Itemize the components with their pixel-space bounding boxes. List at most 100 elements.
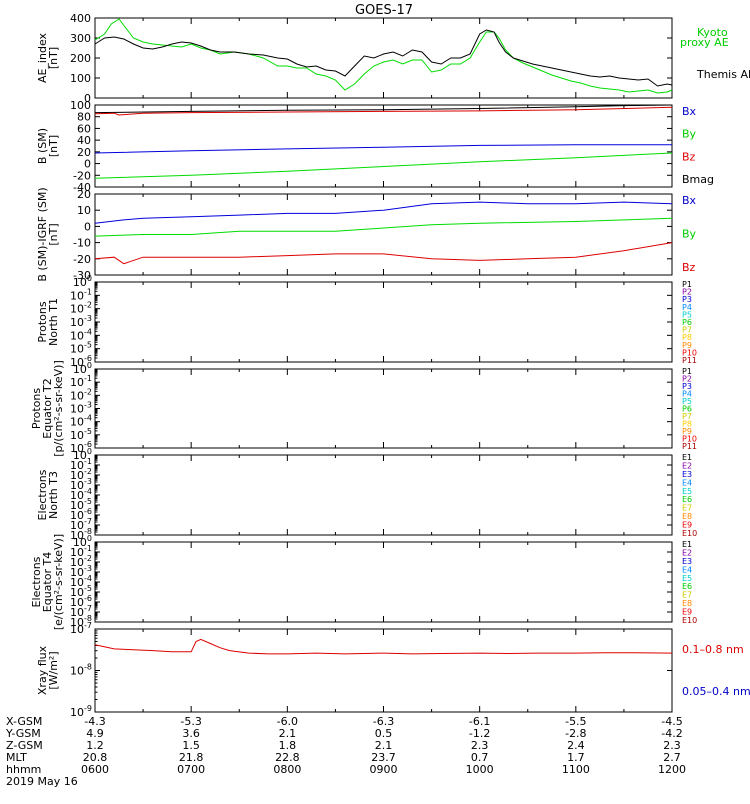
y-axis-title: B (SM)[nT] bbox=[36, 128, 60, 164]
legend-item: proxy AE bbox=[680, 36, 729, 49]
legend-item: 0.1–0.8 nm bbox=[682, 643, 744, 656]
x-axis-row-value: -4.5 bbox=[661, 715, 682, 728]
legend-item: E4 bbox=[682, 478, 692, 487]
y-tick-label: 10-4 bbox=[70, 414, 92, 429]
y-tick-label: 10-2 bbox=[70, 387, 92, 402]
y-label-line: North T1 bbox=[47, 298, 60, 346]
legend-item: E1 bbox=[682, 540, 692, 549]
y-axis-title: Xray flux[W/m²] bbox=[36, 645, 60, 695]
x-axis-row-value: 1000 bbox=[466, 763, 494, 776]
series-line bbox=[94, 201, 673, 224]
y-label-line: Protons bbox=[30, 388, 43, 429]
legend-item: E9 bbox=[682, 521, 692, 530]
legend-item: E3 bbox=[682, 557, 692, 566]
x-axis-row-value: -5.3 bbox=[180, 715, 201, 728]
panel-frame bbox=[94, 104, 673, 188]
legend-item: P8 bbox=[682, 420, 692, 429]
x-axis-row-value: 1.8 bbox=[279, 739, 297, 752]
x-axis-row-value: 2.1 bbox=[279, 727, 297, 740]
y-tick-label: 10-3 bbox=[70, 477, 92, 492]
y-tick-label: 10-6 bbox=[70, 440, 92, 455]
y-tick-label: 0 bbox=[84, 92, 91, 105]
x-axis-row-value: -4.2 bbox=[661, 727, 682, 740]
y-tick-label: 10-4 bbox=[70, 487, 92, 502]
legend-item: E5 bbox=[682, 574, 692, 583]
y-axis: 10-7 10-8 10-9 bbox=[70, 621, 672, 719]
y-label-line: [nT] bbox=[47, 135, 60, 157]
y-tick-label: 10-2 bbox=[70, 554, 92, 569]
legend-item: P11 bbox=[682, 356, 697, 365]
legend-item: E2 bbox=[682, 548, 692, 557]
y-tick-label: -10 bbox=[73, 237, 91, 250]
x-axis-table: X-GSM -4.3 -5.3 -6.0 -6.3 -6.1 -5.5 -4.5 Y-GSM 4.… bbox=[5, 715, 686, 788]
x-axis-row-label: Z-GSM bbox=[6, 739, 43, 752]
legend-item: E3 bbox=[682, 470, 692, 479]
y-tick-label: 10-6 bbox=[70, 594, 92, 609]
legend-item: P11 bbox=[682, 442, 697, 451]
x-axis bbox=[94, 455, 673, 535]
panel-7: 10010-110-210-310-410-510-610-710-8Elect… bbox=[30, 534, 697, 630]
x-axis-row-label: MLT bbox=[6, 751, 27, 764]
y-tick-label: -40 bbox=[73, 181, 91, 194]
x-axis-row-value: 2.4 bbox=[567, 739, 585, 752]
y-label-line: B (SM)-IGRF (SM) bbox=[36, 187, 49, 281]
x-axis-row-value: 0900 bbox=[370, 763, 398, 776]
series-line bbox=[94, 152, 673, 179]
y-label-line: AE_index bbox=[36, 32, 49, 83]
legend-item: E1 bbox=[682, 453, 692, 462]
y-tick-label: -30 bbox=[73, 269, 91, 282]
y-label-line: Equator T2 bbox=[41, 378, 54, 438]
legend-item: P4 bbox=[682, 303, 692, 312]
y-tick-label: 10-1 bbox=[70, 374, 92, 389]
x-axis-row-value: -6.1 bbox=[469, 715, 490, 728]
y-tick-label: 10-1 bbox=[70, 544, 92, 559]
legend-item: Bz bbox=[682, 261, 696, 274]
x-axis-row-value: -4.3 bbox=[84, 715, 105, 728]
y-tick-label: 10-2 bbox=[70, 301, 92, 316]
y-tick-label: 10-5 bbox=[70, 584, 92, 599]
legend-item: P6 bbox=[682, 405, 692, 414]
x-axis-row-value: 23.7 bbox=[371, 751, 396, 764]
y-tick-label: 100 bbox=[70, 72, 91, 85]
y-label-line: B (SM) bbox=[36, 128, 49, 164]
legend-item: E7 bbox=[682, 591, 692, 600]
y-tick-label: 40 bbox=[77, 134, 91, 147]
legend-item: Bx bbox=[682, 105, 697, 118]
y-tick-label: 200 bbox=[70, 52, 91, 65]
y-tick-label: 10-5 bbox=[70, 427, 92, 442]
legend-item: By bbox=[682, 228, 697, 241]
y-label-line: Electrons bbox=[36, 469, 49, 520]
x-axis-row-value: 1.5 bbox=[182, 739, 200, 752]
series-line bbox=[94, 242, 673, 265]
x-axis-row-value: 20.8 bbox=[83, 751, 108, 764]
x-axis-row-value: 2.3 bbox=[471, 739, 489, 752]
x-axis-row-label: hhmm bbox=[6, 763, 41, 776]
legend-item: Bz bbox=[682, 150, 696, 163]
y-tick-label: 10-4 bbox=[70, 327, 92, 342]
legend-item: Bmag bbox=[682, 173, 714, 186]
x-axis-row-value: -1.2 bbox=[469, 727, 490, 740]
legend: 0.1–0.8 nm 0.05–0.4 nm bbox=[682, 643, 750, 698]
series-line bbox=[94, 144, 672, 154]
legend-item: E7 bbox=[682, 504, 692, 513]
y-tick-label: 100 bbox=[73, 534, 92, 549]
legend-item: P8 bbox=[682, 333, 692, 342]
series-line bbox=[94, 106, 673, 116]
plot-title: GOES-17 bbox=[355, 3, 413, 18]
legend-item: P5 bbox=[682, 397, 692, 406]
y-tick-label: 100 bbox=[73, 274, 92, 289]
legend-item: By bbox=[682, 128, 697, 141]
legend-item: E8 bbox=[682, 512, 692, 521]
y-tick-label: 80 bbox=[77, 111, 91, 124]
